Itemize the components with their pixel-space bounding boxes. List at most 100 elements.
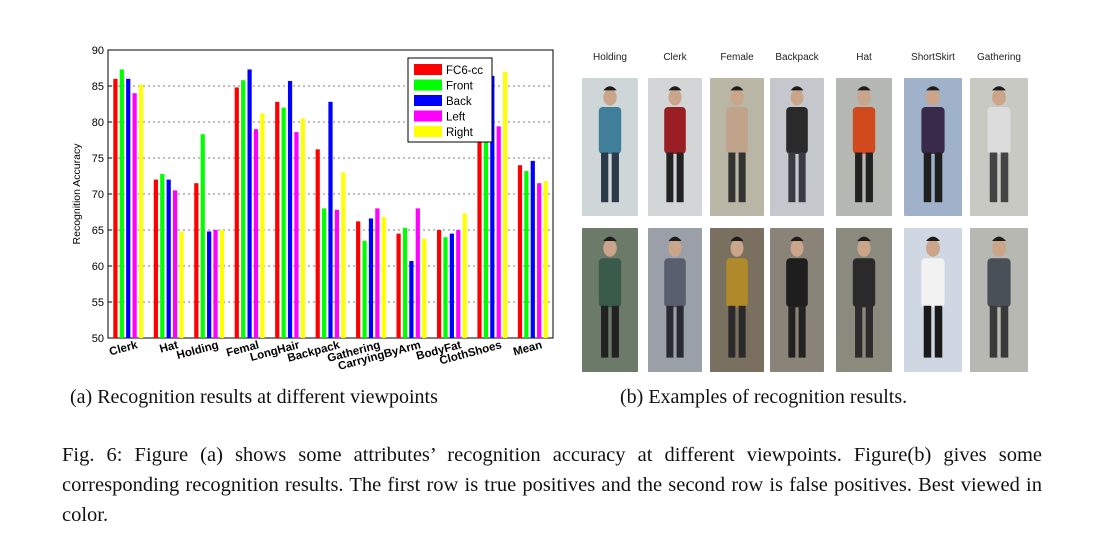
legend-swatch [414, 126, 442, 137]
x-tick-label: Clerk [108, 339, 139, 358]
bar-left [375, 208, 380, 338]
example-image-true-positive-shortskirt [904, 78, 962, 216]
bar-right [381, 217, 386, 338]
bar-back [207, 231, 212, 338]
subcaption-a: (a) Recognition results at different vie… [70, 386, 438, 408]
y-tick-label: 80 [92, 117, 104, 129]
figure-caption: Fig. 6: Figure (a) shows some attributes… [62, 444, 1042, 526]
bar-fc6-cc [396, 233, 401, 338]
bar-front [160, 173, 165, 338]
example-image-true-positive-backpack [770, 78, 824, 216]
bar-back [409, 260, 414, 338]
y-tick-label: 85 [92, 81, 104, 93]
bar-left [456, 230, 461, 338]
example-image-false-positive-shortskirt [904, 228, 962, 372]
bar-back [530, 160, 535, 338]
legend-label: Front [446, 81, 474, 93]
example-label-clerk: Clerk [663, 52, 687, 63]
example-label-holding: Holding [593, 52, 627, 63]
bar-back [126, 78, 131, 339]
x-tick-label: Hat [158, 339, 179, 355]
bar-right [300, 118, 305, 339]
bar-left [294, 132, 299, 338]
bar-back [368, 218, 374, 338]
bar-left [496, 126, 501, 338]
example-label-hat: Hat [856, 52, 872, 63]
bar-front [241, 80, 246, 339]
bar-fc6-cc [234, 87, 239, 338]
y-tick-label: 65 [92, 225, 104, 237]
bar-fc6-cc [113, 78, 118, 339]
bar-front [362, 240, 367, 338]
legend-label: FC6-cc [446, 65, 483, 77]
bar-left [415, 208, 420, 338]
legend-swatch [414, 95, 442, 106]
bar-front [483, 124, 489, 338]
recognition-accuracy-chart: 50 55 60 65 70 75 80 85 90 Recognition Accuracy Cl… [71, 45, 554, 370]
bar-right [422, 238, 427, 338]
bar-back [328, 101, 333, 338]
example-image-false-positive-holding [582, 228, 638, 372]
y-tick-label: 60 [92, 261, 104, 273]
legend-swatch [414, 110, 442, 122]
bar-fc6-cc [517, 165, 523, 338]
bar-left [537, 183, 542, 338]
legend-label: Left [446, 112, 466, 124]
bar-front [119, 69, 124, 338]
recognition-examples-panel: Holding Clerk Female Backpack Hat ShortSkirt G… [578, 52, 1030, 374]
example-image-false-positive-female [710, 228, 764, 372]
subcaption-b: (b) Examples of recognition results. [620, 386, 908, 408]
bar-front [443, 237, 448, 338]
example-image-false-positive-hat [836, 228, 892, 372]
example-label-backpack: Backpack [775, 52, 819, 63]
bar-back [490, 75, 495, 339]
bar-fc6-cc [153, 179, 158, 338]
bar-fc6-cc [194, 183, 199, 338]
example-label-female: Female [720, 52, 754, 63]
bar-front [524, 170, 529, 338]
bar-right [219, 230, 225, 338]
bar-back [287, 80, 293, 339]
x-tick-label: Holding [175, 339, 219, 362]
bar-fc6-cc [477, 98, 482, 339]
bar-front [402, 227, 408, 338]
example-label-shortskirt: ShortSkirt [911, 52, 955, 63]
y-tick-label: 70 [92, 189, 104, 201]
bar-front [281, 107, 286, 338]
example-image-false-positive-gathering [970, 228, 1028, 372]
bar-left [253, 129, 259, 338]
bar-right [179, 231, 184, 338]
legend-label: Back [446, 96, 472, 108]
y-axis-label: Recognition Accuracy [71, 143, 83, 245]
y-tick-label: 75 [92, 153, 104, 165]
bar-front [322, 208, 327, 338]
y-tick-label: 55 [92, 297, 104, 309]
bar-right [462, 213, 467, 338]
bar-fc6-cc [356, 221, 361, 338]
bar-front [200, 134, 205, 338]
bar-fc6-cc [315, 149, 320, 338]
bar-back [247, 69, 252, 338]
bar-left [172, 190, 178, 338]
bar-left [213, 230, 218, 338]
example-image-true-positive-hat [836, 78, 892, 216]
bar-right [138, 84, 144, 338]
y-tick-label: 90 [92, 45, 104, 57]
example-image-false-positive-clerk [648, 228, 702, 372]
bar-right [543, 181, 548, 338]
bar-right [260, 113, 265, 338]
bar-right [503, 71, 508, 338]
bar-fc6-cc [275, 101, 280, 338]
legend-label: Right [446, 127, 474, 139]
y-tick-label: 50 [92, 333, 104, 345]
legend-swatch [414, 79, 442, 91]
example-label-gathering: Gathering [977, 52, 1021, 63]
example-image-false-positive-backpack [770, 228, 824, 372]
bar-left [334, 209, 339, 338]
bar-left [132, 93, 137, 338]
x-tick-label: Mean [512, 339, 544, 358]
bar-fc6-cc [436, 230, 442, 338]
example-image-true-positive-gathering [970, 78, 1028, 216]
bar-back [166, 179, 171, 338]
bar-back [449, 233, 454, 338]
